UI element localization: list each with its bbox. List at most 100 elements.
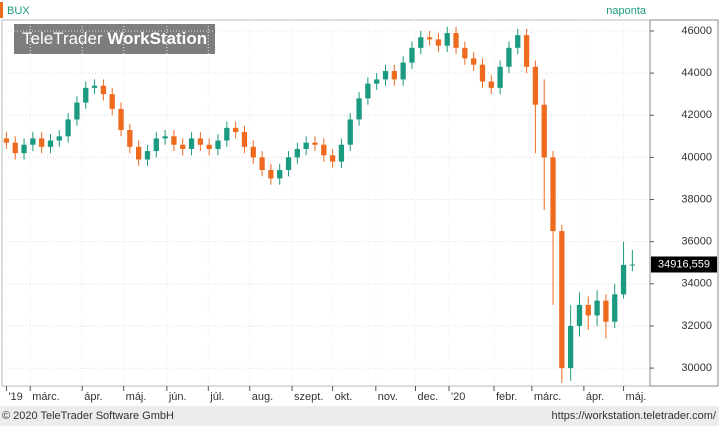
x-tick-label: márc. bbox=[32, 391, 60, 403]
candle-body bbox=[268, 170, 274, 179]
y-tick-label: 30000 bbox=[681, 362, 712, 374]
x-tick-label: nov. bbox=[378, 391, 398, 403]
candle-body bbox=[479, 64, 486, 82]
candle-body bbox=[47, 140, 54, 147]
candle-body bbox=[356, 98, 362, 120]
candle-body bbox=[91, 85, 98, 88]
candle-body bbox=[382, 70, 389, 80]
candle-body bbox=[409, 47, 415, 63]
y-tick-label: 32000 bbox=[681, 320, 712, 332]
x-tick-label: júl. bbox=[209, 391, 224, 403]
candle-body bbox=[65, 119, 71, 137]
candle-body bbox=[321, 144, 327, 156]
candle-body bbox=[365, 83, 371, 99]
candle-body bbox=[568, 325, 574, 369]
candle-body bbox=[462, 47, 468, 59]
axis-frame bbox=[649, 19, 719, 387]
candle-body bbox=[206, 144, 212, 149]
candle-body bbox=[215, 140, 221, 149]
candle-body bbox=[391, 70, 397, 80]
candle-body bbox=[12, 142, 18, 154]
x-tick-label: máj. bbox=[126, 391, 147, 403]
candle-body bbox=[523, 35, 530, 67]
x-tick-label: okt. bbox=[335, 391, 353, 403]
candle-body bbox=[418, 37, 424, 48]
y-tick-label: 44000 bbox=[681, 67, 712, 79]
candle-body bbox=[171, 136, 177, 145]
x-tick-label: szept. bbox=[294, 391, 323, 403]
candle-body bbox=[329, 155, 336, 162]
candle-body bbox=[347, 119, 353, 145]
x-tick-label: febr. bbox=[496, 391, 517, 403]
url: https://workstation.teletrader.com/ bbox=[552, 410, 717, 422]
y-tick-label: 38000 bbox=[681, 193, 712, 205]
candle-body bbox=[127, 129, 133, 147]
watermark: TeleTrader WorkStation bbox=[22, 29, 207, 48]
candle-body bbox=[497, 66, 503, 88]
candle-body bbox=[144, 151, 151, 160]
series-name: BUX bbox=[7, 5, 30, 17]
footer-bar bbox=[0, 406, 719, 426]
candle-body bbox=[153, 138, 159, 152]
x-tick-label: '20 bbox=[451, 391, 465, 403]
x-tick-label: máj. bbox=[626, 391, 647, 403]
candle-body bbox=[232, 127, 239, 133]
candle-body bbox=[471, 58, 477, 65]
candle-body bbox=[294, 148, 300, 158]
y-tick-label: 34000 bbox=[681, 278, 712, 290]
candle-body bbox=[594, 300, 600, 316]
y-tick-label: 46000 bbox=[681, 25, 712, 37]
candle-body bbox=[576, 304, 583, 326]
x-tick-label: jún. bbox=[168, 391, 187, 403]
candle-body bbox=[188, 138, 195, 149]
candle-body bbox=[197, 138, 204, 145]
x-tick-label: márc. bbox=[534, 391, 562, 403]
candle-body bbox=[118, 108, 124, 130]
y-tick-label: 42000 bbox=[681, 109, 712, 121]
candle-body bbox=[259, 157, 265, 171]
last-price-box bbox=[651, 256, 717, 273]
copyright: © 2020 TeleTrader Software GmbH bbox=[2, 410, 174, 422]
candle-body bbox=[515, 35, 521, 48]
candle-body bbox=[426, 37, 433, 40]
candle-body bbox=[74, 102, 80, 120]
candle-body bbox=[162, 136, 168, 139]
candle-body bbox=[612, 294, 618, 322]
candle-body bbox=[277, 170, 283, 179]
candle-body bbox=[620, 264, 627, 295]
candle-body bbox=[435, 39, 442, 46]
candle-body bbox=[506, 47, 512, 67]
candle-body bbox=[21, 144, 27, 154]
candle-body bbox=[603, 300, 609, 322]
candle-body bbox=[285, 157, 292, 171]
y-tick-label: 40000 bbox=[681, 151, 712, 163]
last-price-label: 34916,559 bbox=[658, 258, 710, 270]
candle-body bbox=[312, 142, 318, 145]
candle-body bbox=[136, 146, 142, 160]
x-tick-label: ápr. bbox=[586, 391, 604, 403]
candle-body bbox=[338, 144, 345, 162]
candle-body bbox=[241, 132, 248, 147]
candle-body bbox=[180, 144, 186, 149]
candle-body bbox=[30, 138, 36, 145]
candle-body bbox=[39, 138, 45, 147]
candle-body bbox=[585, 304, 591, 316]
candle-body bbox=[56, 136, 62, 141]
candle-body bbox=[532, 66, 539, 105]
candle-body bbox=[444, 33, 450, 46]
candle-body bbox=[109, 94, 115, 109]
candle-body bbox=[374, 79, 380, 84]
candle-body bbox=[453, 33, 459, 48]
candle-body bbox=[550, 157, 556, 232]
x-tick-label: '19 bbox=[8, 391, 22, 403]
candle-body bbox=[541, 104, 547, 158]
x-tick-label: aug. bbox=[252, 391, 273, 403]
y-tick-label: 36000 bbox=[681, 236, 712, 248]
candle-body bbox=[559, 231, 565, 369]
series-marker bbox=[0, 2, 3, 18]
candle-body bbox=[83, 87, 89, 103]
candle-body bbox=[400, 62, 406, 80]
candle-body bbox=[629, 264, 636, 266]
